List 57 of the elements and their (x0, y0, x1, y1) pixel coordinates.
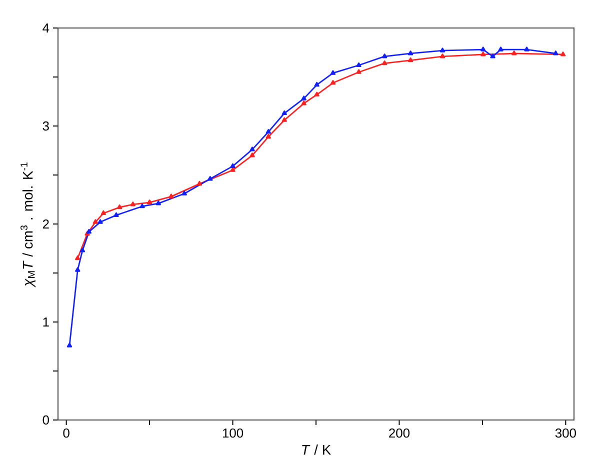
point (301, 96, 306, 100)
x-tick-label: 300 (555, 428, 576, 438)
point (114, 212, 119, 217)
point (92, 219, 98, 224)
point (230, 163, 236, 168)
point (480, 46, 486, 52)
point (66, 342, 72, 348)
point (408, 57, 414, 62)
point (301, 100, 306, 106)
x-tick-label: 200 (389, 428, 410, 438)
point (146, 200, 152, 204)
point (75, 255, 80, 260)
y-tick-label: 1 (43, 318, 49, 326)
point (282, 110, 287, 116)
x-tick-label: 0 (63, 428, 70, 438)
x-tick-label: 100 (222, 428, 244, 438)
point (140, 203, 145, 208)
y-tick-label: 4 (42, 24, 50, 32)
point (314, 82, 320, 87)
point (250, 146, 255, 152)
point (80, 248, 86, 252)
point (480, 52, 486, 56)
y-axis-title: χ$_{M}$T / cm$^{3}$ . mol. K$^{-1}$ (20, 162, 36, 288)
point (408, 50, 414, 56)
point (560, 52, 566, 56)
point (382, 60, 388, 66)
point (156, 200, 161, 206)
point (356, 69, 362, 74)
point (553, 50, 558, 56)
point (440, 48, 446, 52)
point (168, 194, 174, 198)
point (266, 134, 271, 139)
y-tick-label: 0 (42, 415, 49, 425)
x-axis-title: T / K (302, 444, 331, 455)
point (282, 117, 287, 122)
point (382, 54, 388, 58)
point (330, 80, 336, 85)
point (524, 46, 530, 52)
point (314, 92, 320, 96)
y-tick-label: 2 (42, 219, 49, 229)
point (100, 210, 106, 216)
point (130, 202, 136, 206)
point (75, 267, 80, 272)
point (196, 180, 202, 186)
point (98, 219, 103, 224)
point (116, 204, 122, 210)
point (356, 62, 362, 68)
point (440, 54, 446, 58)
point (330, 70, 336, 75)
point (208, 176, 213, 181)
point (266, 128, 271, 134)
point (511, 50, 517, 56)
point (498, 46, 504, 52)
point (182, 190, 187, 196)
point (490, 54, 496, 58)
y-tick-label: 3 (42, 121, 49, 131)
point (250, 152, 255, 158)
